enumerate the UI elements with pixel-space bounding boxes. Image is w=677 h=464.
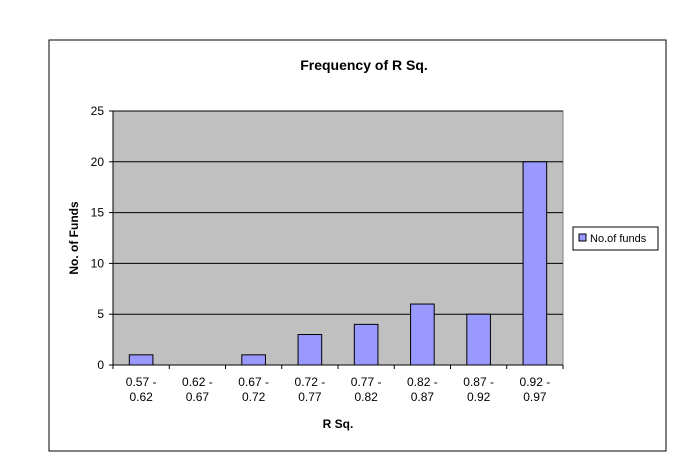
x-axis-label: R Sq. [323,417,354,431]
x-tick-label: 0.87 [411,390,435,404]
x-tick-label: 0.82 [354,390,378,404]
x-tick-label: 0.77 [298,390,322,404]
x-tick-label: 0.92 [467,390,491,404]
y-tick-label: 20 [91,155,105,169]
plot-area [112,110,564,366]
bar [128,354,154,366]
bar [297,334,323,366]
bar [410,303,435,366]
y-tick-label: 0 [97,358,104,372]
legend-swatch [578,233,587,242]
y-ticks: 0 5 10 15 20 25 [91,104,113,372]
x-tick-label: 0.67 - [238,375,269,389]
x-tick-label: 0.72 - [295,375,326,389]
x-tick-label: 0.62 [129,390,153,404]
y-tick-label: 25 [91,104,105,118]
bar [522,161,548,366]
x-tick-label: 0.87 - [463,375,494,389]
y-axis-label: No. of Funds [67,201,81,275]
chart-title: Frequency of R Sq. [300,57,428,73]
x-tick-label: 0.82 - [407,375,438,389]
x-tick-label: 0.77 - [351,375,382,389]
x-tick-label: 0.72 [242,390,266,404]
y-tick-label: 15 [91,206,105,220]
bar [241,354,266,366]
legend-label: No.of funds [590,233,647,245]
x-tick-label: 0.57 - [126,375,157,389]
legend: No.of funds [572,226,659,251]
bar [353,323,379,366]
y-tick-label: 10 [91,256,105,270]
y-tick-label: 5 [97,307,104,321]
bar [466,313,491,366]
x-tick-label: 0.92 - [520,375,551,389]
x-tick-label: 0.97 [523,390,547,404]
x-tick-label: 0.62 - [182,375,213,389]
legend-box [572,226,659,251]
x-ticks: 0.57 -0.620.62 -0.670.67 -0.720.72 -0.77… [112,365,564,404]
x-tick-label: 0.67 [186,390,210,404]
